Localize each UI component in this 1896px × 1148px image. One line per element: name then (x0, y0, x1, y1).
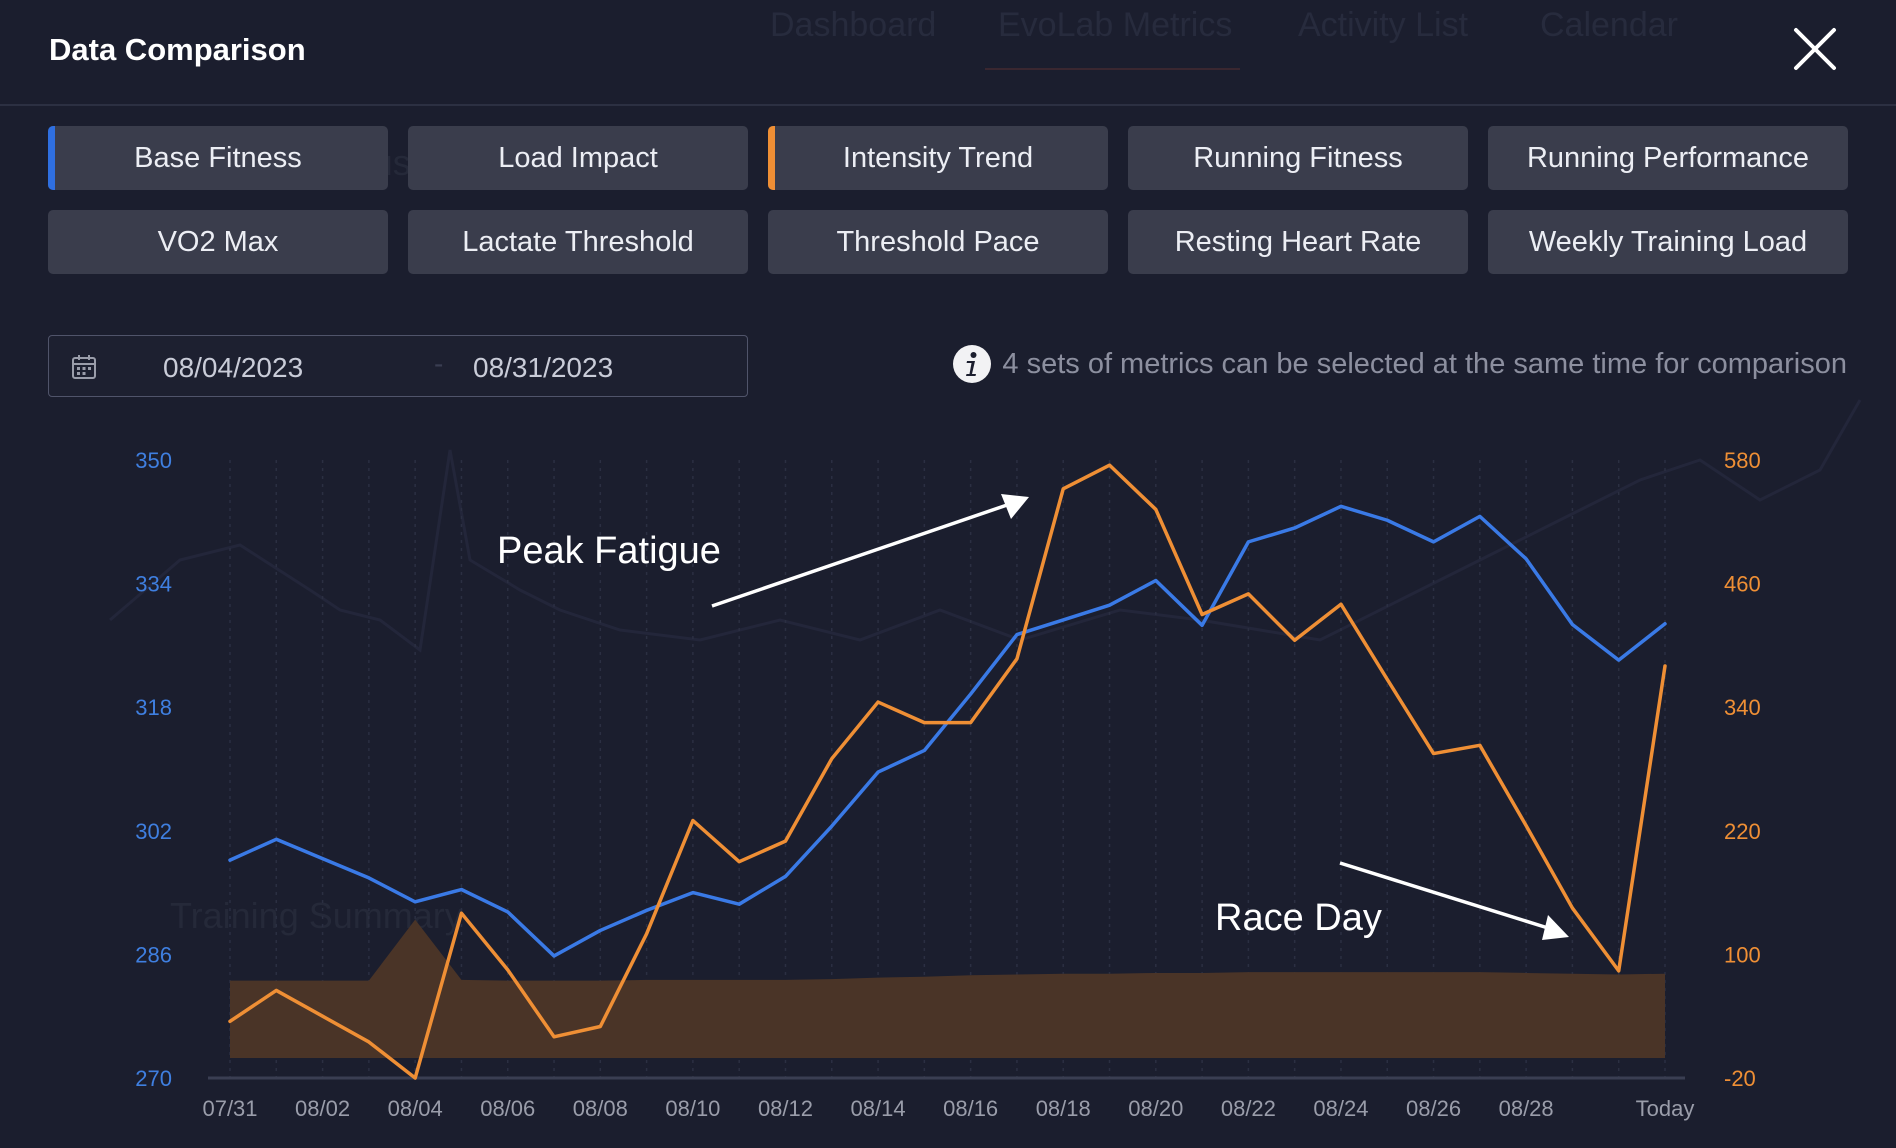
x-axis-tick-label: 08/16 (943, 1096, 998, 1121)
right-axis-tick-label: -20 (1724, 1066, 1756, 1091)
metric-button-label: Running Fitness (1193, 142, 1403, 174)
metric-button-lactate-threshold[interactable]: Lactate Threshold (408, 210, 748, 274)
date-range-picker[interactable]: 08/04/2023 - 08/31/2023 (48, 335, 748, 397)
calendar-icon (72, 355, 96, 379)
x-axis-tick-label: 08/26 (1406, 1096, 1461, 1121)
info-note: 4 sets of metrics can be selected at the… (952, 344, 1847, 384)
line-series-intensity-trend (228, 463, 1667, 1080)
area-series-weekly-load (230, 919, 1665, 1058)
x-axis-tick-label: 08/14 (851, 1096, 906, 1121)
info-text: 4 sets of metrics can be selected at the… (1002, 347, 1847, 380)
metric-button-running-fitness[interactable]: Running Fitness (1128, 126, 1468, 190)
left-axis-tick-label: 318 (135, 695, 172, 720)
dialog-title: Data Comparison (49, 32, 306, 67)
metric-button-label: VO2 Max (157, 226, 279, 258)
annotation-peak-fatigue: Peak Fatigue (497, 530, 721, 572)
metric-button-load-impact[interactable]: Load Impact (408, 126, 748, 190)
selected-indicator (48, 126, 55, 190)
x-axis-tick-label: Today (1636, 1096, 1695, 1121)
metric-button-label: Base Fitness (134, 142, 302, 174)
info-icon (953, 345, 992, 383)
metric-button-running-performance[interactable]: Running Performance (1488, 126, 1848, 190)
line-layer (228, 463, 1667, 1080)
left-axis: 270 286 302 318 334 350 (135, 448, 172, 1091)
x-axis-tick-label: 08/18 (1036, 1096, 1091, 1121)
area-layer (230, 919, 1665, 1058)
left-axis-tick-label: 350 (135, 448, 172, 473)
right-axis-tick-label: 460 (1724, 572, 1761, 597)
left-axis-tick-label: 286 (135, 942, 172, 967)
x-axis-tick-label: 08/10 (665, 1096, 720, 1121)
x-axis: 07/31 08/02 08/04 08/06 08/08 08/10 08/12 08/14… (202, 1096, 1694, 1121)
arrow-peak-fatigue (711, 494, 1029, 608)
metric-button-threshold-pace[interactable]: Threshold Pace (768, 210, 1108, 274)
annotation-race-day: Race Day (1215, 897, 1382, 939)
metric-button-label: Threshold Pace (836, 226, 1040, 258)
x-axis-tick-label: 08/12 (758, 1096, 813, 1121)
metric-button-label: Lactate Threshold (462, 226, 694, 258)
close-button[interactable] (1792, 26, 1838, 72)
dialog-header: Data Comparison (0, 0, 1896, 106)
start-date-input[interactable]: 08/04/2023 (163, 352, 304, 383)
right-axis: -20 100 220 340 460 580 (1724, 448, 1761, 1091)
metric-button-resting-heart-rate[interactable]: Resting Heart Rate (1128, 210, 1468, 274)
close-icon (1794, 28, 1836, 70)
x-axis-tick-label: 08/22 (1221, 1096, 1276, 1121)
metric-button-label: Resting Heart Rate (1174, 226, 1422, 258)
metric-button-label: Running Performance (1526, 142, 1810, 174)
x-axis-tick-label: 08/24 (1313, 1096, 1368, 1121)
date-separator: - (434, 348, 444, 379)
arrow-race-day (1339, 861, 1569, 940)
x-axis-tick-label: 08/20 (1128, 1096, 1183, 1121)
x-axis-tick-label: 08/08 (573, 1096, 628, 1121)
right-axis-tick-label: 340 (1724, 695, 1761, 720)
selected-indicator (768, 126, 775, 190)
x-axis-tick-label: 08/02 (295, 1096, 350, 1121)
metric-button-weekly-training-load[interactable]: Weekly Training Load (1488, 210, 1848, 274)
background-ghost-line (109, 399, 1862, 653)
right-axis-tick-label: 580 (1724, 448, 1761, 473)
metric-button-label: Load Impact (498, 142, 658, 174)
left-axis-tick-label: 270 (135, 1066, 172, 1091)
x-axis-tick-label: 08/04 (388, 1096, 443, 1121)
x-axis-tick-label: 07/31 (202, 1096, 257, 1121)
x-axis-tick-label: 08/28 (1499, 1096, 1554, 1121)
left-axis-tick-label: 302 (135, 819, 172, 844)
metric-button-base-fitness[interactable]: Base Fitness (48, 126, 388, 190)
end-date-input[interactable]: 08/31/2023 (473, 352, 614, 383)
left-axis-tick-label: 334 (135, 572, 172, 597)
metric-button-label: Weekly Training Load (1528, 226, 1808, 258)
metric-button-intensity-trend[interactable]: Intensity Trend (768, 126, 1108, 190)
right-axis-tick-label: 100 (1724, 942, 1761, 967)
right-axis-tick-label: 220 (1724, 819, 1761, 844)
metric-button-vo2-max[interactable]: VO2 Max (48, 210, 388, 274)
metric-button-label: Intensity Trend (842, 142, 1034, 174)
x-axis-tick-label: 08/06 (480, 1096, 535, 1121)
